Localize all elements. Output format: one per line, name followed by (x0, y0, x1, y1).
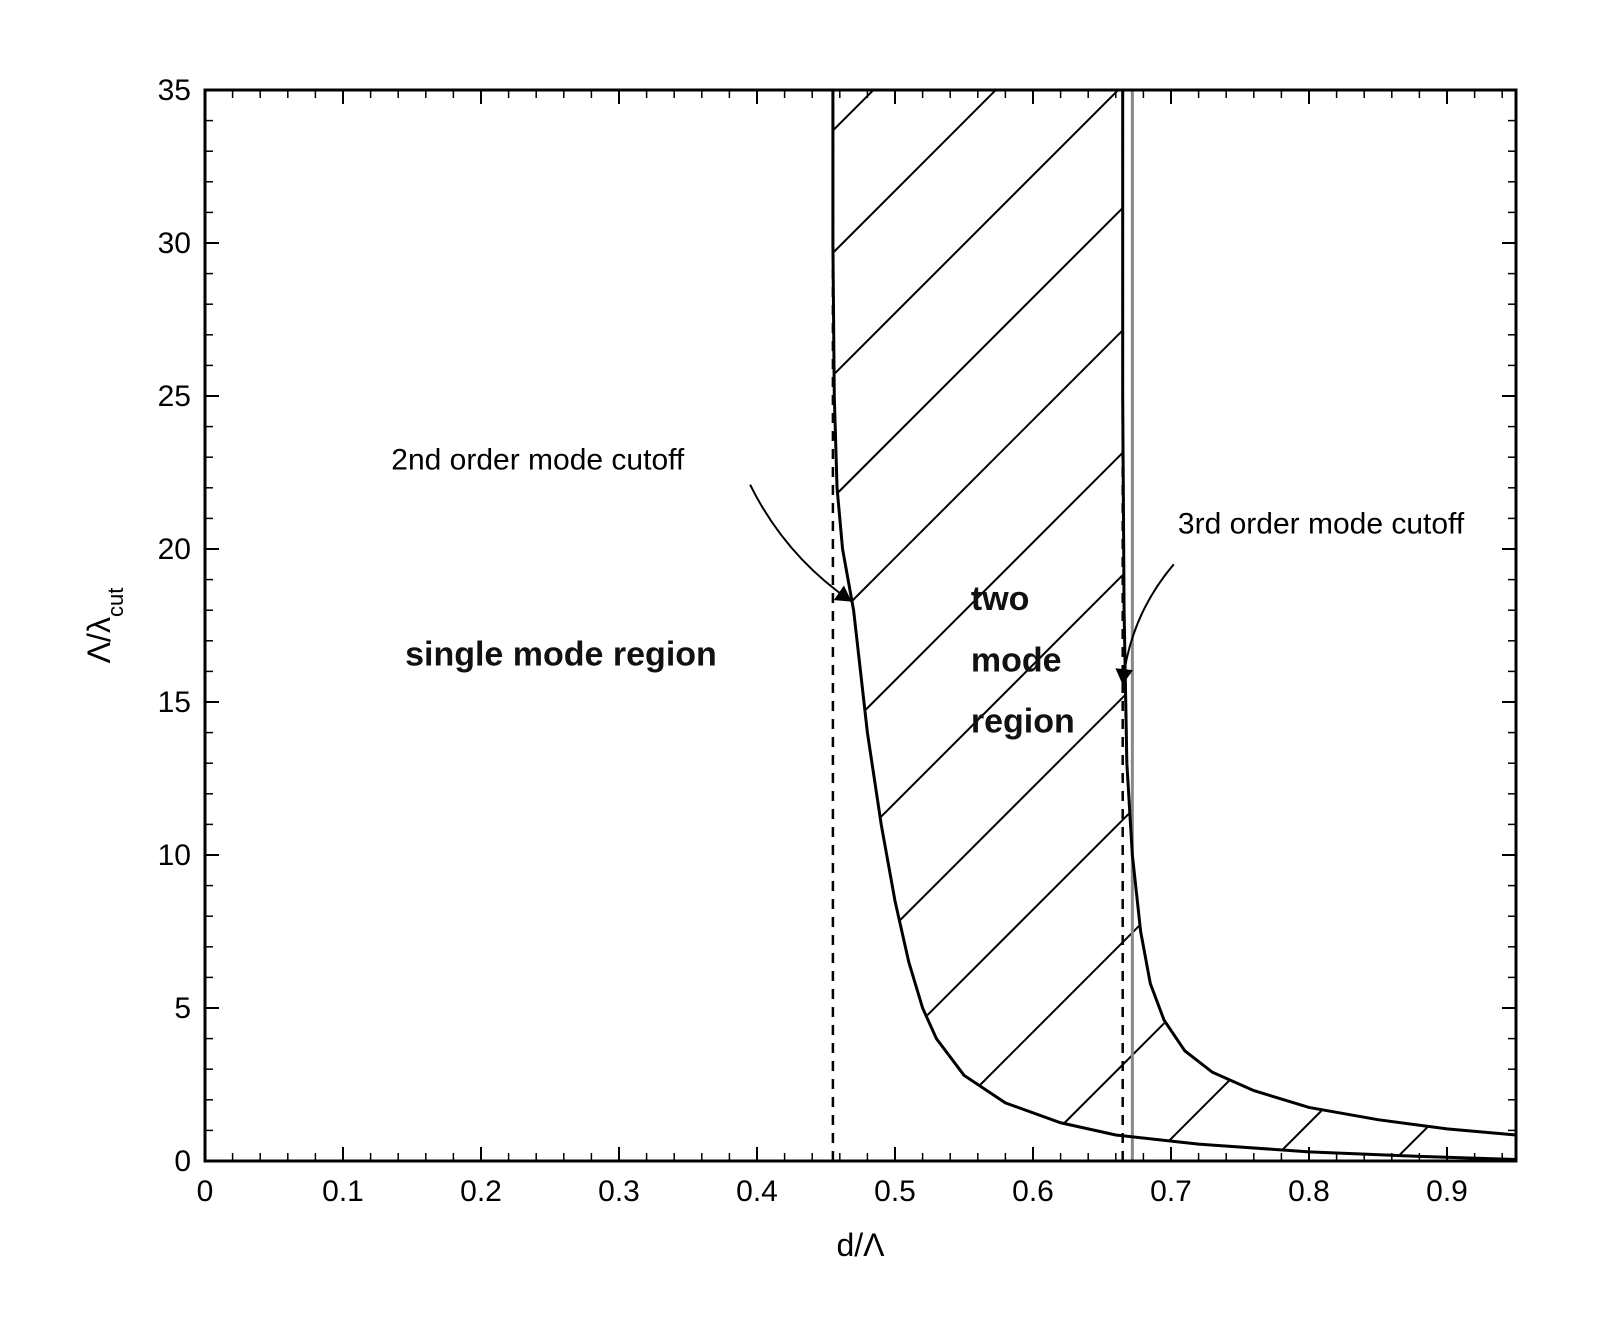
label-two-mode-2: mode (971, 641, 1062, 679)
hatch-line (1064, 1023, 1164, 1123)
hatch-line (839, 209, 1122, 492)
xtick-label: 0.5 (874, 1175, 916, 1208)
xtick-label: 0.3 (598, 1175, 640, 1208)
arrow-3rd-cutoff-head (1116, 669, 1132, 684)
xtick-label: 0.8 (1288, 1175, 1330, 1208)
hatch-line (1400, 1127, 1427, 1154)
xtick-label: 0.2 (460, 1175, 502, 1208)
ytick-label: 30 (158, 227, 191, 260)
label-two-mode-1: two (971, 580, 1030, 618)
hatch-line (852, 331, 1122, 601)
xtick-label: 0.4 (736, 1175, 778, 1208)
curve-2nd-order (833, 90, 1516, 1159)
hatch-line (980, 926, 1139, 1085)
arrow-3rd-cutoff-line (1123, 564, 1174, 683)
xtick-label: 0.7 (1150, 1175, 1192, 1208)
ytick-label: 15 (158, 686, 191, 719)
label-single-mode: single mode region (405, 635, 717, 673)
ytick-label: 25 (158, 380, 191, 413)
ytick-label: 0 (174, 1145, 191, 1178)
ytick-label: 10 (158, 839, 191, 872)
chart-svg: 0 0.1 0.2 0.3 0.4 0.5 0.6 0.7 0.8 0.9 0 5 10 15 20 25 30… (0, 0, 1606, 1331)
y-axis-label: Λ/λcut (81, 588, 128, 664)
ytick-label: 35 (158, 74, 191, 107)
plot-frame (205, 90, 1516, 1161)
hatch-line (835, 91, 1117, 373)
xtick-label: 0.6 (1012, 1175, 1054, 1208)
anno-2nd-cutoff: 2nd order mode cutoff (391, 443, 685, 476)
hatch-line (834, 90, 996, 252)
label-two-mode-3: region (971, 703, 1075, 741)
hatch-line (1283, 1111, 1322, 1150)
ytick-label: 5 (174, 992, 191, 1025)
xtick-label: 0.1 (322, 1175, 364, 1208)
xtick-label: 0.9 (1426, 1175, 1468, 1208)
hatch-line (1170, 1081, 1229, 1140)
anno-3rd-cutoff: 3rd order mode cutoff (1178, 508, 1465, 541)
x-axis-label: d/Λ (836, 1227, 885, 1263)
arrow-2nd-cutoff-line (750, 485, 851, 601)
hatch-line (927, 814, 1129, 1016)
curve-3rd-order (1123, 90, 1516, 1135)
xtick-label: 0 (197, 1175, 214, 1208)
ytick-label: 20 (158, 533, 191, 566)
